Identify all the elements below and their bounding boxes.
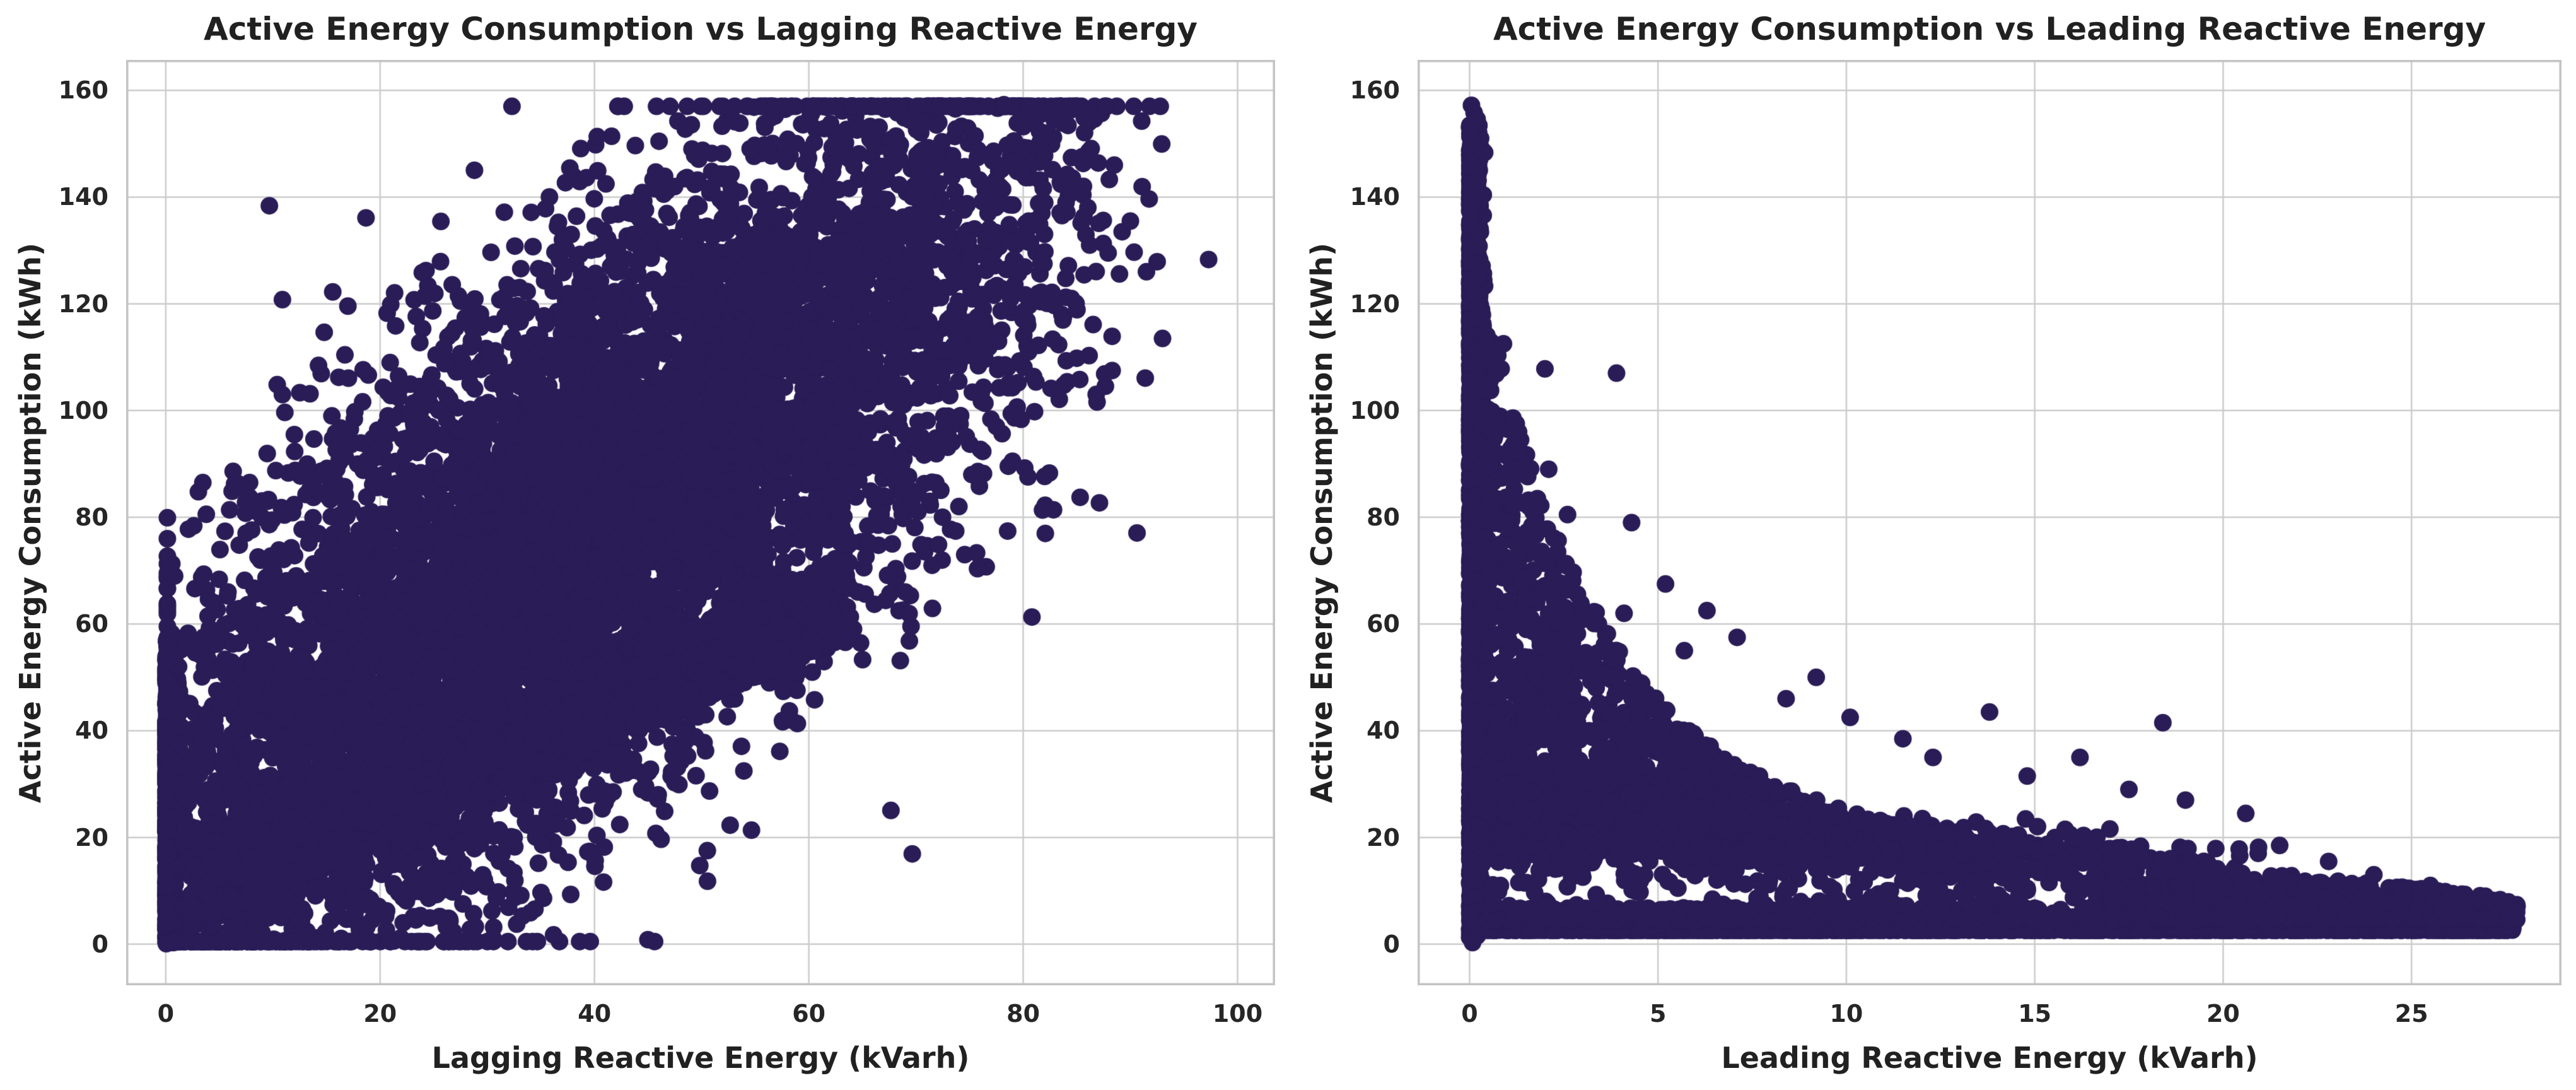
x-tick-label: 80 <box>1006 1000 1040 1028</box>
y-tick-label: 160 <box>58 76 108 105</box>
x-tick-label: 60 <box>792 1000 826 1028</box>
y-tick-label: 100 <box>1349 396 1400 425</box>
y-tick-label: 0 <box>91 930 108 958</box>
x-tick-label: 100 <box>1212 1000 1263 1028</box>
x-tick-label: 0 <box>1461 1000 1478 1028</box>
y-axis-label: Active Energy Consumption (kWh) <box>13 242 47 803</box>
x-tick-label: 5 <box>1649 1000 1667 1028</box>
y-tick-label: 120 <box>1349 290 1400 318</box>
x-tick-label: 25 <box>2394 1000 2428 1028</box>
y-tick-label: 60 <box>1367 610 1400 638</box>
y-tick-label: 80 <box>1367 503 1400 532</box>
y-tick-label: 140 <box>58 183 108 211</box>
y-tick-label: 140 <box>1349 183 1400 211</box>
lagging-scatter-canvas <box>126 60 1275 985</box>
subplot-leading: Active Energy Consumption vs Leading Rea… <box>1305 11 2561 1075</box>
y-tick-label: 20 <box>1367 823 1400 852</box>
y-tick-label: 100 <box>58 396 108 425</box>
y-axis-label: Active Energy Consumption (kWh) <box>1305 242 1339 803</box>
x-axis-label: Leading Reactive Energy (kVarh) <box>1721 1041 2258 1075</box>
plot-title: Active Energy Consumption vs Lagging Rea… <box>203 11 1198 47</box>
y-tick-label: 80 <box>75 503 108 532</box>
x-tick-label: 40 <box>578 1000 612 1028</box>
x-tick-label: 0 <box>157 1000 175 1028</box>
leading-scatter-canvas <box>1418 60 2561 985</box>
x-tick-label: 20 <box>2206 1000 2240 1028</box>
x-tick-label: 10 <box>1829 1000 1863 1028</box>
y-tick-label: 60 <box>75 610 108 638</box>
x-tick-label: 15 <box>2018 1000 2052 1028</box>
y-tick-label: 20 <box>75 823 108 852</box>
y-tick-label: 40 <box>75 717 108 745</box>
y-tick-label: 0 <box>1383 930 1400 958</box>
y-tick-label: 120 <box>58 290 108 318</box>
x-tick-label: 20 <box>363 1000 397 1028</box>
subplot-lagging: Active Energy Consumption vs Lagging Rea… <box>13 11 1275 1075</box>
x-axis-label: Lagging Reactive Energy (kVarh) <box>431 1041 970 1075</box>
y-tick-label: 40 <box>1367 717 1400 745</box>
y-tick-label: 160 <box>1349 76 1400 105</box>
plot-title: Active Energy Consumption vs Leading Rea… <box>1493 11 2486 47</box>
